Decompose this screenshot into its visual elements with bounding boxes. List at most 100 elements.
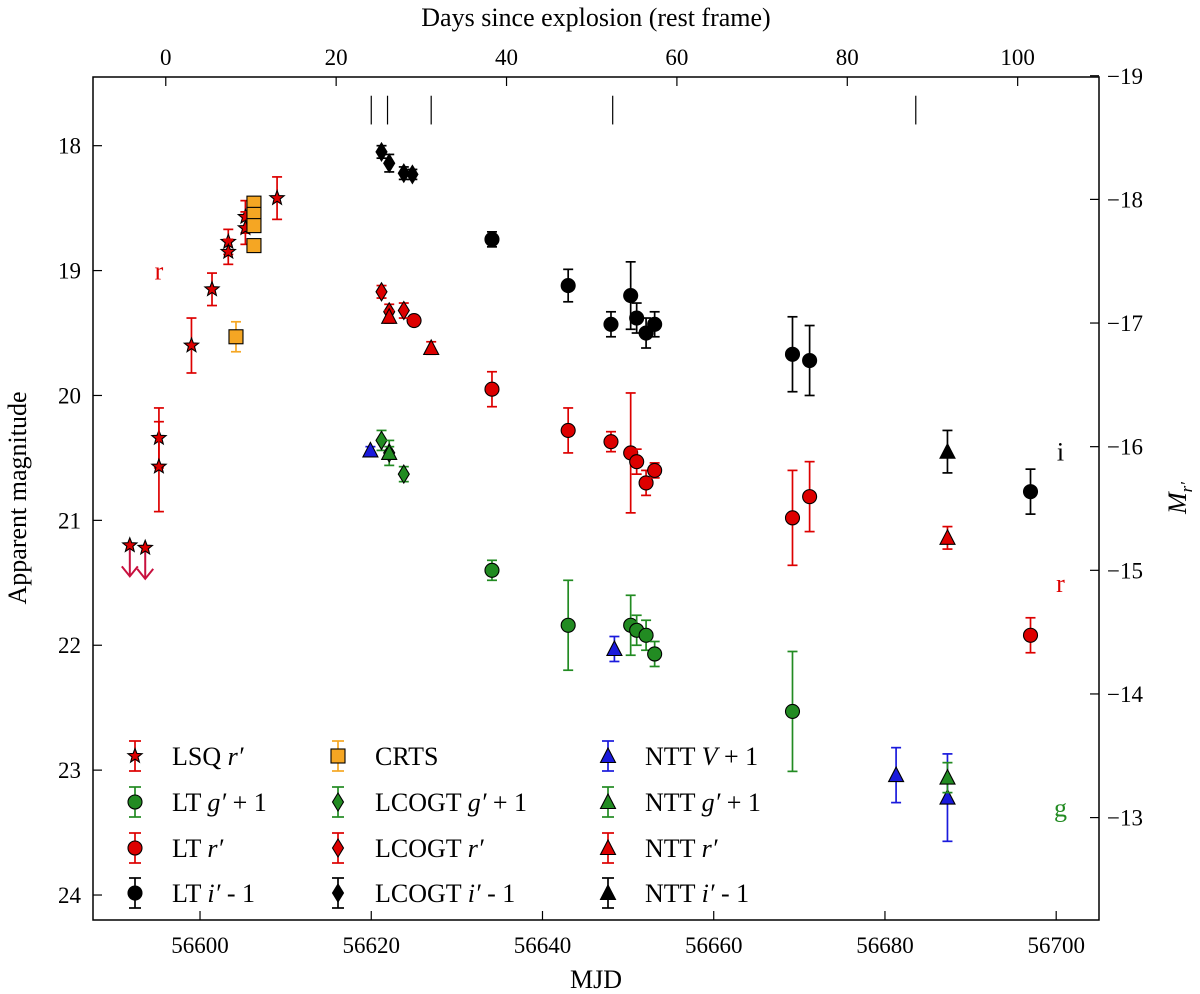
y2-tick-label: −14 (1107, 682, 1143, 707)
x-axis-title: MJD (570, 965, 622, 994)
x2-tick-label: 60 (665, 45, 688, 70)
y-tick-label: 18 (58, 134, 81, 159)
legend-label-italic: g′ (468, 788, 487, 817)
legend-marker (127, 840, 143, 856)
x-tick-label: 56620 (343, 933, 401, 958)
data-point (182, 336, 201, 353)
legend-entry: NTT r′ (599, 832, 718, 864)
legend-entry: LSQ r′ (126, 740, 244, 772)
legend-label: CRTS (375, 742, 438, 771)
legend-marker (599, 746, 617, 764)
data-point (603, 434, 619, 450)
data-point (629, 454, 645, 470)
x2-tick-label: 20 (325, 45, 348, 70)
data-point (784, 510, 801, 526)
y-tick-label: 23 (58, 758, 81, 783)
legend-label: NTT r′ (645, 834, 718, 863)
legend-entry: LT g′ + 1 (127, 786, 267, 818)
legend-entry: LCOGT i′ - 1 (331, 877, 515, 909)
y-tick-label: 20 (58, 383, 81, 408)
legend-label-tail: + 1 (226, 788, 267, 817)
data-point (939, 768, 956, 785)
legend-label-italic: i′ (702, 879, 715, 908)
legend-entry: NTT i′ - 1 (599, 877, 749, 909)
data-point (1022, 484, 1039, 500)
legend-label-italic: r′ (702, 834, 718, 863)
legend-marker (599, 883, 617, 901)
y2-tick-label: −13 (1107, 806, 1143, 831)
data-point (560, 617, 576, 633)
y-tick-label: 22 (58, 633, 81, 658)
legend-marker (599, 792, 617, 810)
legend-entry: LCOGT r′ (331, 832, 484, 864)
legend-label: NTT g′ + 1 (645, 788, 761, 817)
legend-label-italic: r′ (468, 834, 484, 863)
data-point (219, 242, 237, 260)
legend-label-italic: r′ (228, 742, 244, 771)
y2-axis-title-main: M (1163, 491, 1192, 515)
band-label: r (1056, 569, 1065, 598)
legend-marker (331, 791, 345, 813)
legend-label: LCOGT i′ - 1 (375, 879, 515, 908)
data-point (647, 646, 663, 662)
data-point (605, 639, 623, 657)
x2-axis-title: Days since explosion (rest frame) (421, 3, 770, 32)
legend-label-tail: - 1 (715, 879, 750, 908)
data-point (939, 528, 956, 545)
data-point (647, 316, 663, 332)
data-point (228, 329, 244, 345)
band-label: g (1054, 794, 1067, 823)
band-label: r (155, 257, 164, 286)
data-point (638, 627, 654, 643)
legend-marker (599, 838, 617, 856)
x2-tick-label: 100 (1000, 45, 1035, 70)
data-point (422, 338, 440, 356)
data-point (203, 280, 221, 297)
legend-entry: LT r′ (127, 832, 224, 864)
y-tick-label: 21 (58, 508, 81, 533)
legend-label: LCOGT r′ (375, 834, 484, 863)
x2-tick-label: 40 (495, 45, 518, 70)
upper-limit-arrowhead (121, 565, 139, 578)
plot-frame (92, 76, 1100, 921)
data-point (484, 231, 500, 247)
legend-label-main: LCOGT (375, 879, 468, 908)
x-tick-label: 56600 (171, 933, 229, 958)
data-point (887, 765, 905, 783)
data-point (397, 300, 410, 321)
legend-label-main: LCOGT (375, 788, 468, 817)
legend-label-main: NTT (645, 742, 702, 771)
legend-label-tail: + 1 (486, 788, 527, 817)
legend-label: LT i′ - 1 (172, 879, 255, 908)
legend-label: LCOGT g′ + 1 (375, 788, 527, 817)
legend-label-italic: i′ (207, 879, 220, 908)
data-point (375, 141, 388, 162)
y2-tick-label: −19 (1107, 64, 1143, 89)
legend-label-italic: V (702, 742, 721, 771)
legend-label-main: LCOGT (375, 834, 468, 863)
data-point (136, 538, 154, 556)
legend-label-tail: - 1 (220, 879, 255, 908)
data-point (406, 312, 422, 329)
legend-label: NTT i′ - 1 (645, 879, 749, 908)
legend-label-tail: + 1 (717, 742, 758, 771)
y-tick-label: 24 (58, 883, 82, 908)
data-point (638, 475, 654, 491)
legend-label-main: NTT (645, 834, 702, 863)
y2-tick-label: −16 (1107, 435, 1143, 460)
x-tick-label: 56660 (685, 933, 743, 958)
legend-label-main: LT (172, 788, 207, 817)
legend-label-main: LT (172, 834, 207, 863)
x-tick-label: 56640 (514, 933, 572, 958)
data-point (380, 443, 398, 460)
data-point (406, 164, 419, 185)
legend-label-tail: + 1 (720, 788, 761, 817)
legend-marker (126, 746, 144, 764)
legend-label-main: LSQ (172, 742, 228, 771)
y2-axis-title: Mr′ (1163, 482, 1196, 515)
y-axis-title: Apparent magnitude (3, 392, 32, 605)
data-point (361, 441, 379, 458)
band-label: i (1057, 438, 1064, 467)
x2-tick-label: 0 (160, 45, 172, 70)
data-point (603, 316, 619, 332)
